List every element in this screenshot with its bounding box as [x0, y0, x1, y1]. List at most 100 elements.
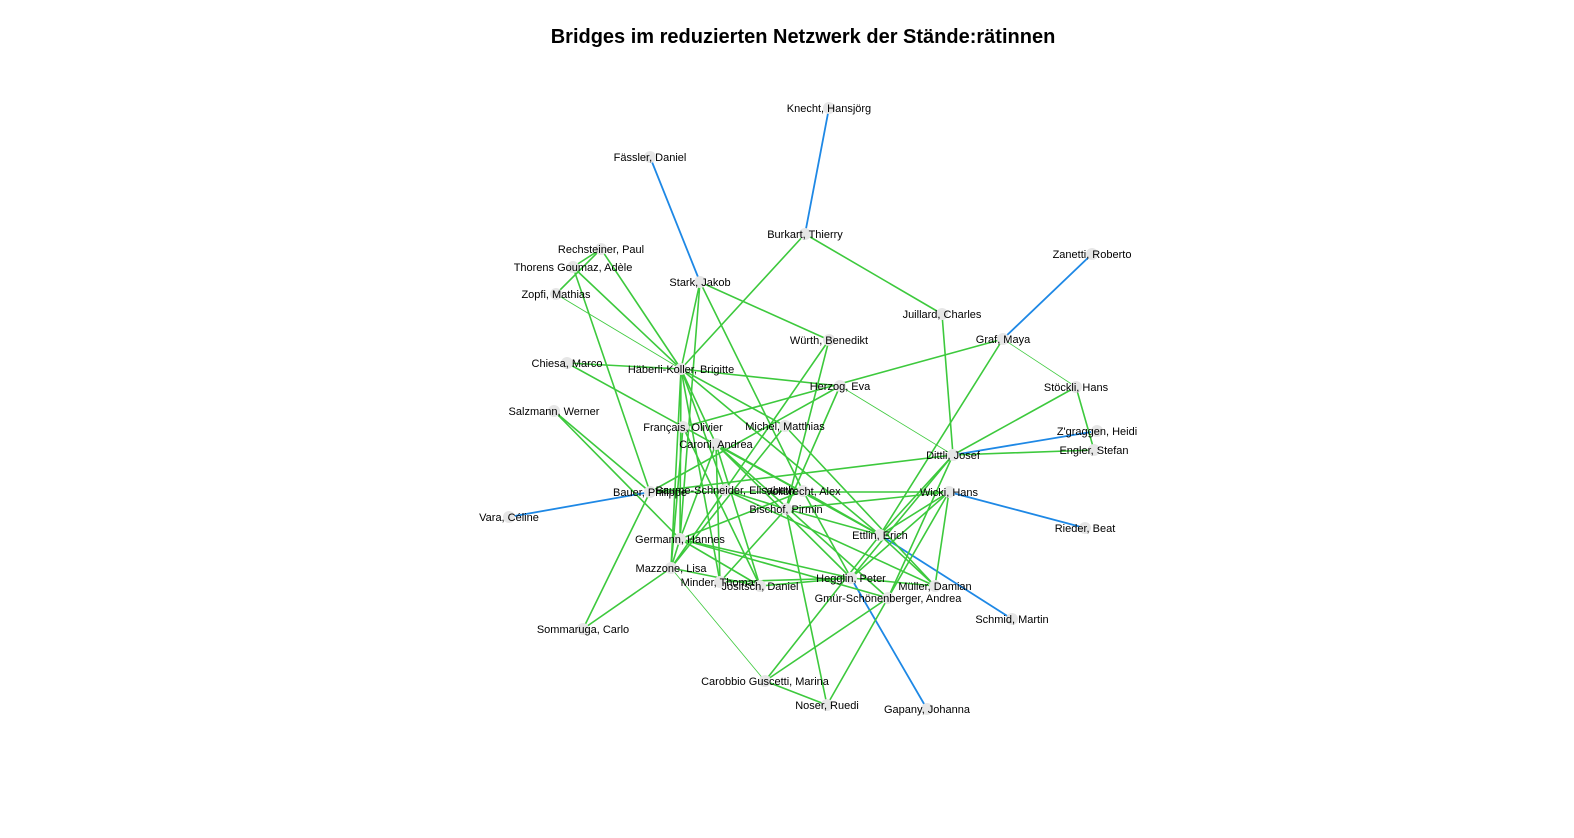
node-dot [644, 486, 656, 498]
bridge-edge-wicki-hans--rieder-beat [948, 491, 1086, 529]
node-dot [929, 580, 941, 592]
edge-francais-olivier--mazzone-lisa [670, 426, 684, 569]
edge-germann-hannes--jositsch-daniel [679, 538, 761, 587]
node-dot [754, 580, 766, 592]
node-dot [548, 405, 560, 417]
edge-wicki-hans--hegglin-peter [850, 491, 950, 579]
node-vollbrecht-alex: Vollbrecht, Alex [765, 485, 841, 498]
node-label: Häberli-Koller, Brigitte [628, 364, 734, 376]
node-dot [674, 533, 686, 545]
node-salzmann-werner: Salzmann, Werner [509, 405, 600, 418]
node-sommaruga-carlo: Sommaruga, Carlo [537, 623, 629, 636]
bridge-edge-knecht-hansjorg--burkart-thierry [804, 107, 830, 235]
node-dot [834, 380, 846, 392]
node-dot [936, 308, 948, 320]
node-chiesa-marco: Chiesa, Marco [532, 357, 603, 370]
node-label: Vara, Céline [479, 512, 539, 524]
node-bauer-philippe: Bauer, Philippe [613, 486, 687, 499]
node-dot [759, 675, 771, 687]
node-jositsch-daniel: Jositsch, Daniel [721, 580, 799, 593]
node-dot [561, 357, 573, 369]
node-label: Bauer, Philippe [613, 487, 687, 499]
node-fassler-daniel: Fässler, Daniel [614, 151, 686, 164]
edge-thorens-goumaz-adele--bauer-philippe [572, 266, 651, 493]
node-zopfi-mathias: Zopfi, Mathias [521, 288, 591, 301]
node-dot [780, 503, 792, 515]
node-label: Thorens Goumaz, Adèle [514, 262, 633, 274]
node-dot [503, 511, 515, 523]
node-dot [845, 572, 857, 584]
node-dot [677, 421, 689, 433]
edge-salzmann-werner--germann-hannes [553, 410, 681, 540]
node-herzog-eva: Herzog, Eva [810, 380, 871, 393]
edge-baume-schneider-elisabeth--bischof-pirmin [724, 489, 787, 510]
node-dot [644, 151, 656, 163]
node-engler-stefan: Engler, Stefan [1059, 444, 1129, 457]
node-label: Vollbrecht, Alex [765, 486, 841, 498]
edge-stark-jakob--germann-hannes [679, 281, 701, 540]
edge-graf-maya--stockli-hans [1002, 338, 1077, 388]
node-dot [874, 529, 886, 541]
node-thorens-goumaz-adele: Thorens Goumaz, Adèle [514, 261, 633, 274]
edge-bauer-philippe--sommaruga-carlo [582, 491, 651, 630]
edge-haberli-koller-brigitte--herzog-eva [680, 368, 841, 387]
node-label: Rechsteiner, Paul [558, 244, 644, 256]
node-dittli-josef: Dittli, Josef [926, 449, 981, 462]
edge-wurth-benedikt--bischof-pirmin [785, 339, 830, 510]
edge-haberli-koller-brigitte--baume-schneider-elisabeth [680, 368, 726, 491]
node-dot [567, 261, 579, 273]
node-label: Wicki, Hans [920, 487, 979, 499]
edge-baume-schneider-elisabeth--muller-damian [724, 489, 936, 587]
node-label: Sommaruga, Carlo [537, 624, 629, 636]
node-francais-olivier: Français, Olivier [643, 421, 723, 434]
edge-carobbio-guscetti-marina--noser-ruedi [764, 680, 828, 706]
node-bischof-pirmin: Bischof, Pirmin [749, 503, 823, 516]
node-dot [710, 438, 722, 450]
bridge-edge-fassler-daniel--stark-jakob [649, 156, 701, 283]
node-label: Noser, Ruedi [795, 700, 859, 712]
edge-mazzone-lisa--carobbio-guscetti-marina [670, 567, 766, 682]
edge-zopfi-mathias--haberli-koller-brigitte [555, 293, 682, 370]
edge-stark-jakob--haberli-koller-brigitte [680, 281, 701, 370]
node-label: Schmid, Martin [975, 614, 1048, 626]
node-ettlin-erich: Ettlin, Erich [852, 529, 908, 542]
edge-germann-hannes--gmur-schonenberger-andrea [679, 538, 889, 599]
node-burkart-thierry: Burkart, Thierry [767, 228, 843, 241]
node-label: Herzog, Eva [810, 381, 871, 393]
edge-haberli-koller-brigitte--mazzone-lisa [670, 368, 682, 569]
node-dot [823, 102, 835, 114]
node-dot [714, 576, 726, 588]
node-label: Baume-Schneider, Elisabeth [656, 485, 795, 497]
edge-hegglin-peter--muller-damian [850, 577, 936, 587]
node-label: Dittli, Josef [926, 450, 981, 462]
edge-dittli-josef--hegglin-peter [850, 454, 954, 579]
node-minder-thomas: Minder, Thomas [681, 576, 760, 589]
node-dot [675, 363, 687, 375]
edge-vollbrecht-alex--hegglin-peter [802, 490, 852, 579]
node-dot [823, 334, 835, 346]
node-label: Z'graggen, Heidi [1057, 426, 1137, 438]
edge-dittli-josef--gmur-schonenberger-andrea [887, 454, 954, 599]
node-gmur-schonenberger-andrea: Gmür-Schönenberger, Andrea [815, 592, 962, 605]
node-caroni-andrea: Caroni, Andrea [679, 438, 754, 451]
node-dot [799, 228, 811, 240]
edge-germann-hannes--hegglin-peter [679, 538, 852, 579]
node-z-graggen-heidi: Z'graggen, Heidi [1057, 425, 1137, 438]
node-zanetti-roberto: Zanetti, Roberto [1053, 248, 1131, 261]
node-muller-damian: Müller, Damian [898, 580, 972, 593]
bridge-edge-hegglin-peter--gapany-johanna [850, 577, 928, 710]
node-carobbio-guscetti-marina: Carobbio Guscetti, Marina [701, 675, 830, 688]
node-dot [694, 276, 706, 288]
edge-haberli-koller-brigitte--caroni-andrea [680, 368, 717, 445]
edge-wicki-hans--ettlin-erich [879, 491, 950, 536]
edge-dittli-josef--bauer-philippe [649, 454, 954, 493]
node-dot [550, 288, 562, 300]
node-label: Knecht, Hansjörg [787, 103, 871, 115]
edge-chiesa-marco--haberli-koller-brigitte [566, 362, 682, 370]
node-wurth-benedikt: Würth, Benedikt [790, 334, 868, 347]
node-label: Burkart, Thierry [767, 229, 843, 241]
edge-wicki-hans--muller-damian [934, 491, 950, 587]
node-label: Chiesa, Marco [532, 358, 603, 370]
node-label: Ettlin, Erich [852, 530, 908, 542]
